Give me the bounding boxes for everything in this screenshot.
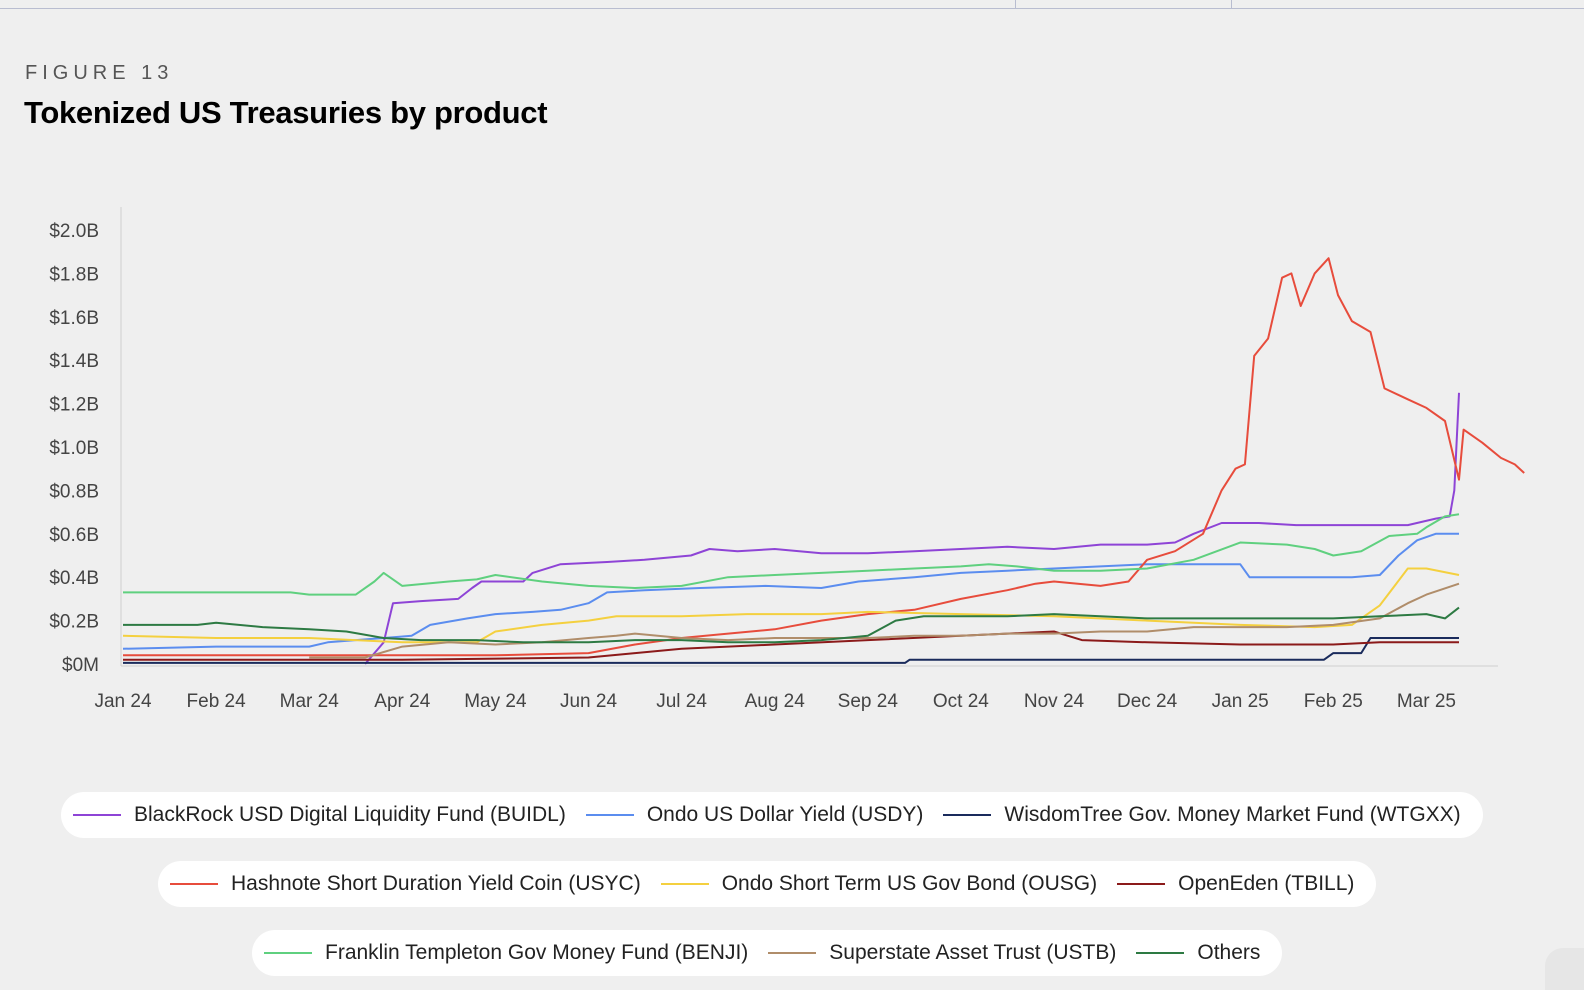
legend-label: Others: [1197, 941, 1261, 964]
legend-row: BlackRock USD Digital Liquidity Fund (BU…: [61, 792, 1483, 838]
x-tick-label: Jun 24: [560, 691, 617, 712]
y-tick-label: $0.6B: [49, 525, 99, 546]
legend-item[interactable]: Ondo Short Term US Gov Bond (OUSG): [660, 872, 1098, 896]
series-lines: [122, 257, 1525, 665]
y-tick-label: $0.8B: [49, 481, 99, 502]
legend-item[interactable]: Ondo US Dollar Yield (USDY): [585, 803, 924, 827]
legend-swatch: [660, 883, 709, 885]
tab-divider: [1231, 0, 1232, 8]
legend-swatch: [585, 814, 634, 816]
legend-swatch: [1136, 952, 1185, 954]
legend-swatch: [73, 814, 121, 816]
legend-label: OpenEden (TBILL): [1178, 872, 1355, 895]
y-tick-label: $0M: [62, 655, 99, 676]
y-tick-label: $0.4B: [49, 568, 99, 589]
series-line-1: [122, 532, 1459, 650]
x-tick-label: Jul 24: [656, 691, 707, 712]
y-axis-ticks: $0M $0.2B $0.4B $0.6B $0.8B $1.0B $1.2B $1.4B $1…: [49, 221, 99, 676]
top-tab-bar: [0, 0, 1584, 9]
y-tick-label: $1.8B: [49, 264, 99, 285]
legend-item[interactable]: Hashnote Short Duration Yield Coin (USYC…: [170, 872, 641, 896]
legend-item[interactable]: Superstate Asset Trust (USTB): [768, 941, 1116, 965]
x-tick-label: Mar 25: [1397, 691, 1456, 712]
x-tick-label: Sep 24: [838, 691, 899, 712]
y-tick-label: $1.4B: [49, 351, 99, 372]
x-tick-label: Feb 24: [187, 691, 247, 712]
x-tick-label: Dec 24: [1117, 691, 1178, 712]
x-tick-label: Oct 24: [933, 691, 989, 712]
legend-label: Franklin Templeton Gov Money Fund (BENJI…: [325, 941, 749, 964]
page-corner-control[interactable]: [1545, 948, 1584, 990]
series-line-4: [122, 567, 1460, 644]
legend-item[interactable]: WisdomTree Gov. Money Market Fund (WTGXX…: [943, 803, 1461, 827]
x-tick-label: May 24: [464, 691, 527, 712]
series-line-8: [123, 606, 1460, 644]
legend-label: Ondo Short Term US Gov Bond (OUSG): [721, 872, 1098, 895]
tab-divider: [1015, 0, 1016, 8]
x-tick-label: Mar 24: [280, 691, 340, 712]
legend-label: WisdomTree Gov. Money Market Fund (WTGXX…: [1004, 803, 1461, 826]
series-line-7: [309, 582, 1460, 659]
x-tick-label: Jan 25: [1212, 691, 1269, 712]
legend-swatch: [943, 814, 992, 816]
series-line-0: [364, 392, 1460, 665]
legend-swatch: [264, 952, 312, 954]
x-tick-label: Nov 24: [1024, 691, 1085, 712]
legend-swatch: [1117, 883, 1166, 885]
legend-label: Superstate Asset Trust (USTB): [829, 941, 1117, 964]
y-tick-label: $2.0B: [49, 221, 99, 242]
legend-row: Franklin Templeton Gov Money Fund (BENJI…: [252, 930, 1283, 976]
x-tick-label: Apr 24: [374, 691, 430, 712]
legend-label: Hashnote Short Duration Yield Coin (USYC…: [231, 872, 641, 895]
y-tick-label: $0.2B: [49, 612, 99, 633]
line-chart: $0M $0.2B $0.4B $0.6B $0.8B $1.0B $1.2B $1.4B $1…: [49, 207, 1525, 712]
legend-swatch: [768, 952, 817, 954]
x-tick-label: Jan 24: [94, 691, 151, 712]
legend-swatch: [170, 883, 218, 885]
series-line-2: [123, 637, 1459, 664]
legend-item[interactable]: OpenEden (TBILL): [1117, 872, 1354, 896]
legend-label: BlackRock USD Digital Liquidity Fund (BU…: [134, 803, 566, 826]
series-line-3: [123, 257, 1525, 657]
legend-item[interactable]: Franklin Templeton Gov Money Fund (BENJI…: [264, 941, 748, 965]
y-tick-label: $1.2B: [49, 395, 99, 416]
series-line-6: [123, 513, 1460, 596]
x-tick-label: Aug 24: [745, 691, 806, 712]
legend-row: Hashnote Short Duration Yield Coin (USYC…: [158, 861, 1377, 907]
legend-label: Ondo US Dollar Yield (USDY): [646, 803, 924, 826]
y-tick-label: $1.6B: [49, 308, 99, 329]
figure-label: FIGURE 13: [25, 62, 174, 84]
legend-item[interactable]: Others: [1136, 941, 1260, 965]
legend-item[interactable]: BlackRock USD Digital Liquidity Fund (BU…: [73, 803, 566, 827]
y-tick-label: $1.0B: [49, 438, 99, 459]
figure-title: Tokenized US Treasuries by product: [24, 95, 548, 130]
x-tick-label: Feb 25: [1304, 691, 1363, 712]
x-axis-ticks: Jan 24 Feb 24 Mar 24 Apr 24 May 24 Jun 24 Jul …: [94, 691, 1455, 712]
